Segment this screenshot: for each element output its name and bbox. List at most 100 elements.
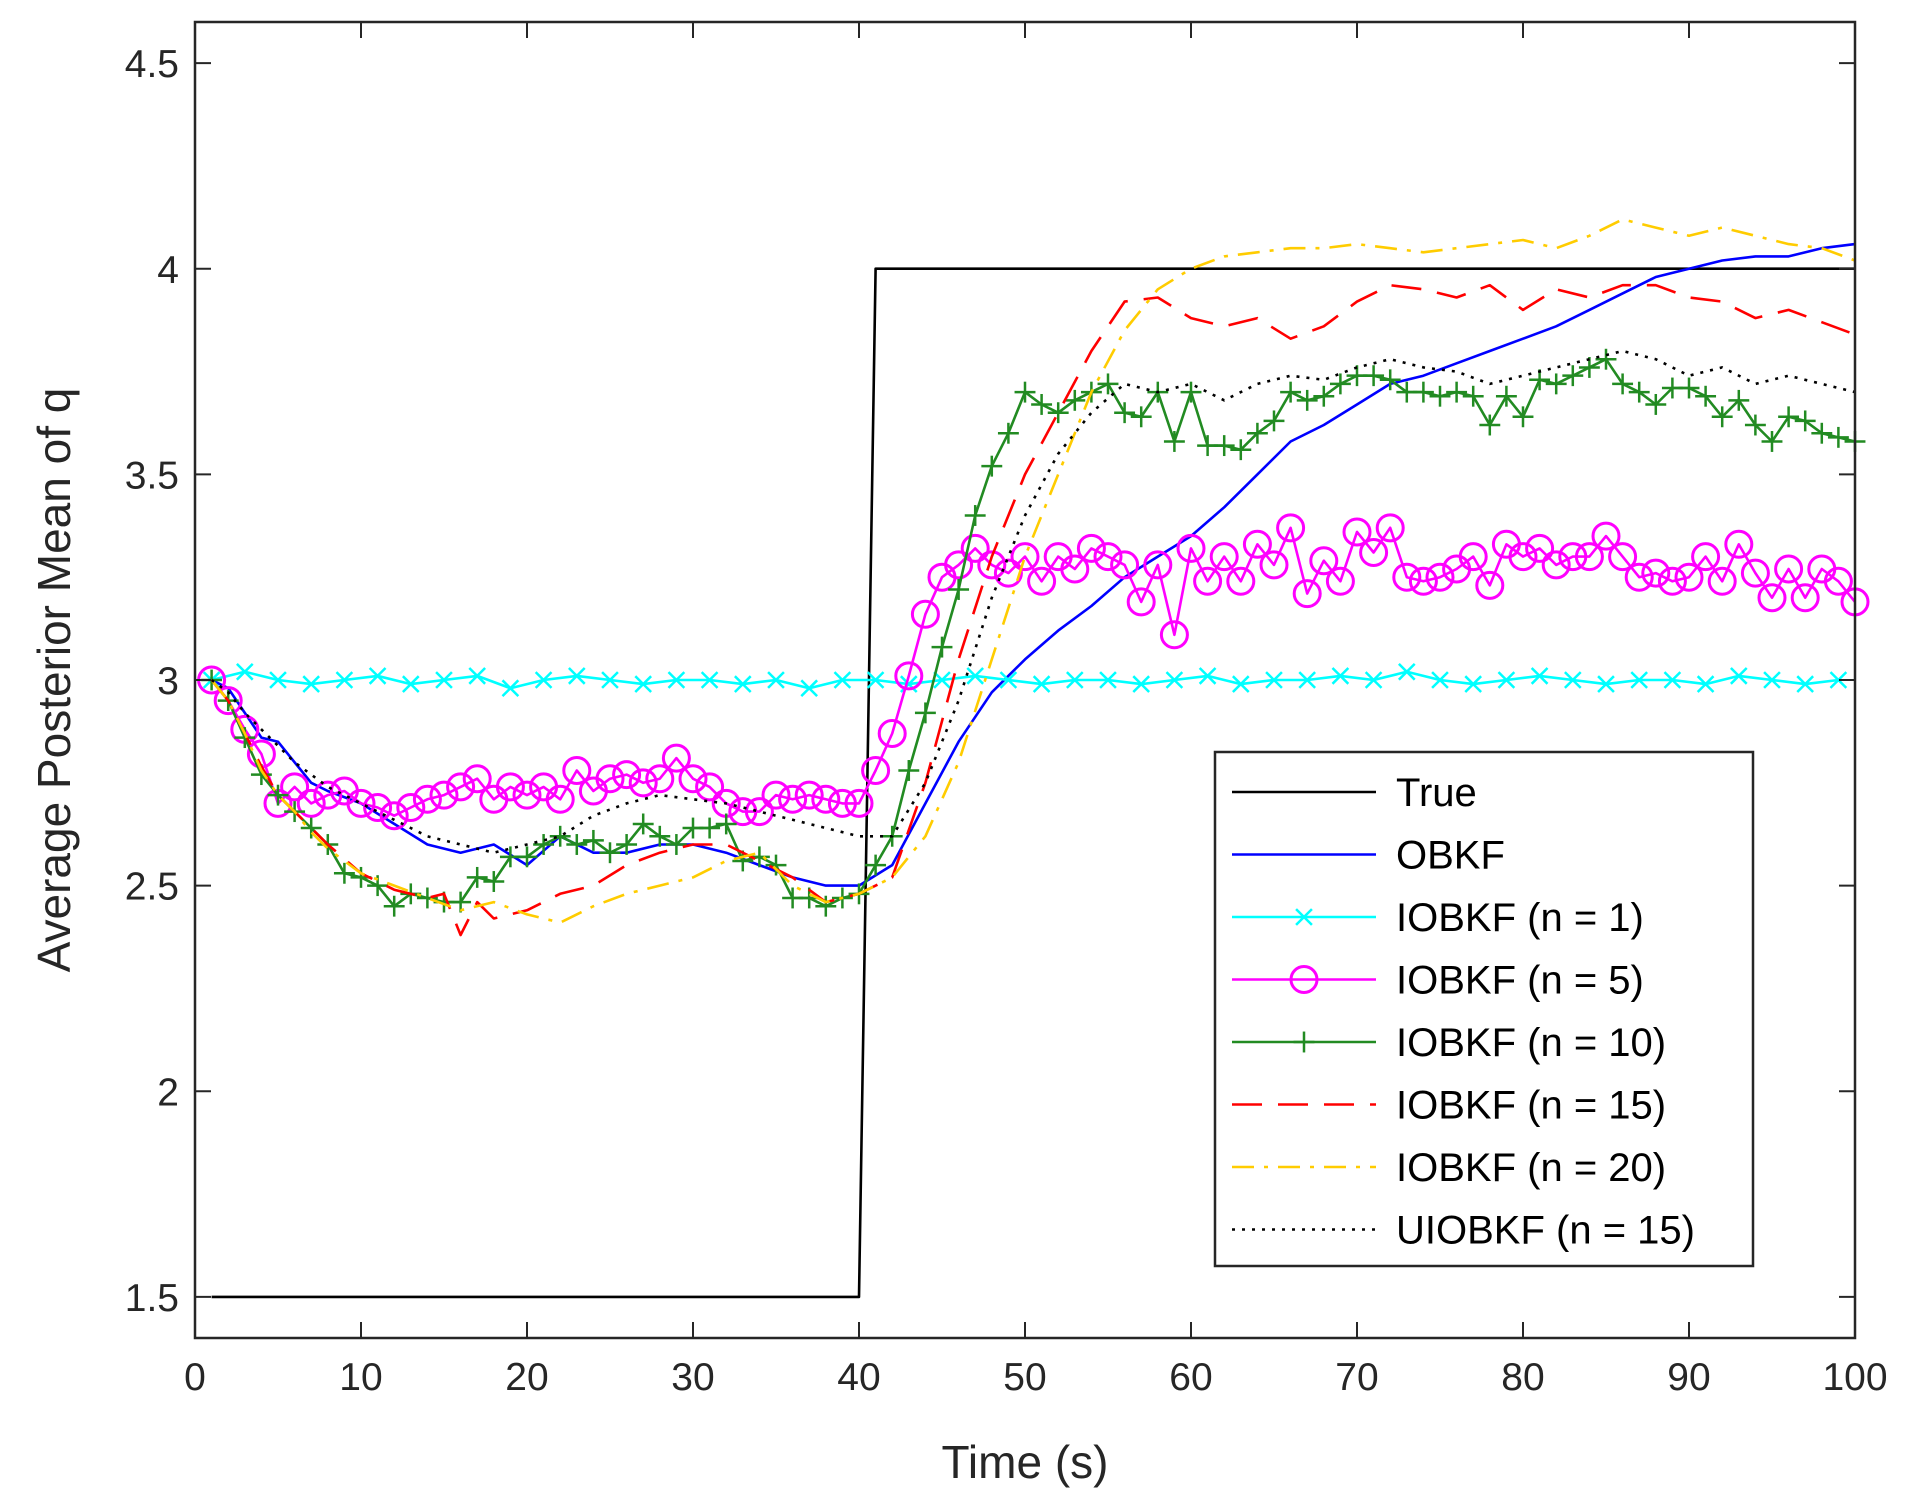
series-iobkf-n-10-marker xyxy=(267,784,289,806)
series-iobkf-n-5-marker xyxy=(462,764,492,794)
series-iobkf-n-5-marker xyxy=(1774,554,1804,584)
series-iobkf-n-10-marker xyxy=(1014,381,1036,403)
series-iobkf-n-1-marker xyxy=(368,667,387,685)
series-iobkf-n-1-marker-stroke-b xyxy=(1331,667,1350,685)
series-iobkf-n-5-marker xyxy=(1226,566,1256,596)
series-iobkf-n-1-marker-stroke-b xyxy=(401,675,420,693)
series-iobkf-n-1-marker-stroke-b xyxy=(1032,675,1051,693)
x-tick-label: 70 xyxy=(1335,1356,1378,1399)
series-iobkf-n-1-marker-stroke-b xyxy=(800,679,819,698)
legend-item-iobkf-n-10-label: IOBKF (n = 10) xyxy=(1396,1021,1666,1065)
series-iobkf-n-5-marker xyxy=(1641,558,1671,588)
series-iobkf-n-1-marker-stroke-b xyxy=(866,671,885,689)
series-iobkf-n-1-marker xyxy=(733,675,752,693)
series-iobkf-n-1-marker-stroke-b xyxy=(933,671,951,689)
series-iobkf-n-1-marker xyxy=(601,671,619,689)
legend-item-iobkf-n-20: IOBKF (n = 20) xyxy=(1232,1146,1666,1190)
series-iobkf-n-1-marker-stroke-b xyxy=(468,667,487,685)
series-iobkf-n-5 xyxy=(197,513,1870,831)
series-iobkf-n-10-marker xyxy=(566,834,588,855)
series-iobkf-n-5-marker xyxy=(296,788,326,818)
series-iobkf-n-10-marker xyxy=(981,455,1003,477)
series-iobkf-n-5-marker xyxy=(1558,542,1588,572)
series-iobkf-n-5-marker xyxy=(1375,513,1405,543)
series-iobkf-n-10-marker xyxy=(333,862,355,884)
series-iobkf-n-5-marker xyxy=(844,788,874,818)
series-iobkf-n-1-marker xyxy=(1763,671,1781,689)
series-iobkf-n-10-marker xyxy=(616,834,638,855)
series-iobkf-n-1-marker xyxy=(468,667,487,685)
series-iobkf-n-10-marker xyxy=(1612,373,1634,395)
series-iobkf-n-1-marker xyxy=(1065,671,1084,689)
series-iobkf-n-10-marker xyxy=(715,813,737,835)
series-iobkf-n-5-marker xyxy=(1757,583,1787,613)
series-iobkf-n-10-marker xyxy=(1031,394,1053,415)
series-iobkf-n-1-marker-stroke-b xyxy=(767,671,785,689)
series-iobkf-n-5-marker xyxy=(379,801,409,831)
series-iobkf-n-1-marker xyxy=(1829,671,1848,689)
series-iobkf-n-1-marker-stroke-b xyxy=(601,671,619,689)
series-iobkf-n-1-marker xyxy=(1298,671,1317,689)
series-iobkf-n-5-marker xyxy=(1541,550,1571,580)
legend-item-iobkf-n-5-marker xyxy=(1289,965,1319,994)
series-iobkf-n-20 xyxy=(210,218,1856,924)
legend-item-iobkf-n-5: IOBKF (n = 5) xyxy=(1232,959,1644,1003)
series-iobkf-n-5-marker xyxy=(661,743,691,773)
series-iobkf-n-1-marker xyxy=(302,675,321,693)
series-iobkf-n-5-marker xyxy=(1309,546,1339,576)
series-iobkf-n-1-marker xyxy=(634,675,653,693)
series-iobkf-n-5-marker xyxy=(1292,579,1322,609)
series-iobkf-n-5-marker xyxy=(1823,566,1853,596)
series-iobkf-n-1-marker xyxy=(800,679,819,698)
x-tick-label: 0 xyxy=(184,1356,206,1399)
legend-items: True OBKF IOBKF (n = 1) IOBKF (n = 5) IOBKF … xyxy=(1232,771,1695,1253)
series-iobkf-n-10-marker xyxy=(1412,381,1434,403)
series-iobkf-n-10-marker xyxy=(1230,439,1252,461)
series-iobkf-n-5-marker xyxy=(993,558,1023,588)
series-iobkf-n-10-marker xyxy=(1379,369,1401,391)
series-iobkf-n-10-marker xyxy=(1313,385,1335,407)
series-iobkf-n-10-marker xyxy=(483,871,505,892)
series-iobkf-n-10-marker xyxy=(1097,373,1119,395)
series-iobkf-n-1-marker-stroke-b xyxy=(1530,667,1549,685)
series-iobkf-n-1-marker xyxy=(335,671,354,689)
legend-item-true-label: True xyxy=(1396,771,1477,815)
series-iobkf-n-5-marker xyxy=(827,788,857,818)
series-iobkf-n-10-marker xyxy=(1064,389,1086,411)
series-iobkf-n-5-marker xyxy=(960,533,990,563)
legend-item-iobkf-n-20-label: IOBKF (n = 20) xyxy=(1396,1146,1666,1190)
series-iobkf-n-5-marker xyxy=(894,661,924,691)
series-iobkf-n-5-marker xyxy=(695,772,725,802)
series-iobkf-n-1-marker-stroke-b xyxy=(1729,667,1748,685)
series-iobkf-n-10-marker xyxy=(1678,377,1700,399)
series-iobkf-n-5-marker xyxy=(612,760,642,790)
series-iobkf-n-5-marker xyxy=(495,772,525,802)
series-iobkf-n-5-marker xyxy=(1674,562,1704,592)
series-iobkf-n-5-marker xyxy=(1276,513,1306,543)
series-iobkf-n-5-marker xyxy=(1060,554,1090,584)
series-iobkf-n-10-marker xyxy=(1246,422,1268,444)
x-tick-label: 90 xyxy=(1667,1356,1710,1399)
series-iobkf-n-5-marker xyxy=(1724,529,1754,559)
series-iobkf-n-5-marker xyxy=(1691,542,1721,572)
series-iobkf-n-1-marker xyxy=(567,667,586,685)
series-iobkf-n-10-marker xyxy=(1495,385,1517,407)
series-iobkf-n-10-marker xyxy=(1645,394,1667,415)
series-iobkf-n-1-marker xyxy=(1464,675,1483,693)
series-iobkf-n-5-marker xyxy=(761,780,791,810)
series-iobkf-n-10-marker xyxy=(1512,406,1534,428)
series-iobkf-n-1-marker-stroke-b xyxy=(1696,675,1715,693)
series-iobkf-n-5-marker xyxy=(977,550,1007,580)
series-iobkf-n-5-marker xyxy=(794,780,824,810)
series-iobkf-n-10-marker xyxy=(1296,389,1318,411)
series-iobkf-n-5-marker xyxy=(412,784,442,814)
series-iobkf-n-1-marker-stroke-b xyxy=(1497,671,1516,689)
series-iobkf-n-1-marker-stroke-b xyxy=(1563,671,1582,689)
series-iobkf-n-5-marker xyxy=(910,599,940,629)
series-iobkf-n-5-marker xyxy=(512,780,542,810)
series-iobkf-n-1-marker xyxy=(933,671,951,689)
series-iobkf-n-5-marker xyxy=(1027,566,1057,596)
series-iobkf-n-1-marker xyxy=(1530,667,1549,685)
series-iobkf-n-5-marker xyxy=(944,550,974,580)
series-iobkf-n-10-marker xyxy=(948,579,970,600)
